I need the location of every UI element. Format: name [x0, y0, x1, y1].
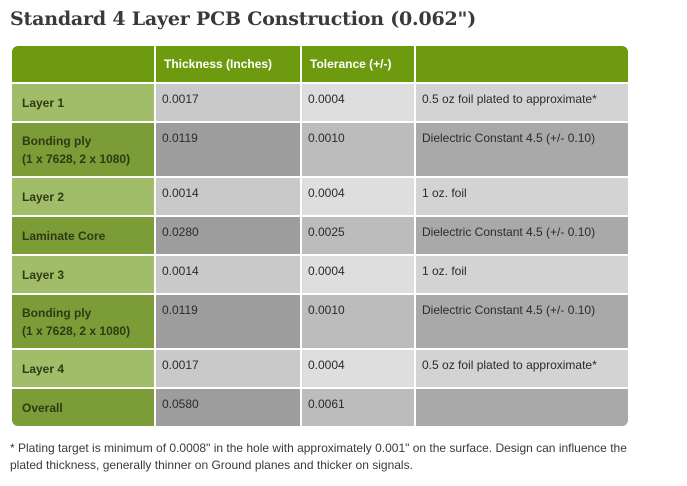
thickness-cell: 0.0119: [156, 295, 300, 348]
table-row: Layer 3 0.0014 0.0004 1 oz. foil: [12, 256, 628, 293]
table-row: Laminate Core 0.0280 0.0025 Dielectric C…: [12, 217, 628, 254]
row-label-text: Layer 4: [22, 361, 65, 376]
thickness-cell: 0.0017: [156, 350, 300, 387]
row-sublabel-text: (1 x 7628, 2 x 1080): [22, 323, 131, 338]
table-row: Layer 1 0.0017 0.0004 0.5 oz foil plated…: [12, 84, 628, 121]
table-row: Bonding ply (1 x 7628, 2 x 1080) 0.0119 0…: [12, 123, 628, 176]
tolerance-cell: 0.0004: [302, 178, 414, 215]
tolerance-cell: 0.0004: [302, 84, 414, 121]
row-sublabel-text: (1 x 7628, 2 x 1080): [22, 151, 131, 166]
row-label-text: Layer 2: [22, 189, 65, 204]
row-label-text: Bonding ply: [22, 133, 92, 148]
header-layer: [12, 46, 154, 82]
page-title: Standard 4 Layer PCB Construction (0.062…: [10, 8, 477, 30]
thickness-cell: 0.0580: [156, 389, 300, 426]
row-label: Layer 1: [12, 84, 154, 121]
note-cell: 0.5 oz foil plated to approximate*: [416, 84, 628, 121]
tolerance-cell: 0.0004: [302, 350, 414, 387]
thickness-cell: 0.0119: [156, 123, 300, 176]
tolerance-cell: 0.0004: [302, 256, 414, 293]
note-cell: 1 oz. foil: [416, 256, 628, 293]
row-label-text: Bonding ply: [22, 305, 92, 320]
thickness-cell: 0.0014: [156, 256, 300, 293]
note-cell: Dielectric Constant 4.5 (+/- 0.10): [416, 217, 628, 254]
table-row: Layer 4 0.0017 0.0004 0.5 oz foil plated…: [12, 350, 628, 387]
footnote: * Plating target is minimum of 0.0008" i…: [10, 441, 627, 472]
row-label: Layer 4: [12, 350, 154, 387]
row-label: Layer 3: [12, 256, 154, 293]
note-cell: 0.5 oz foil plated to approximate*: [416, 350, 628, 387]
header-thickness: Thickness (Inches): [156, 46, 300, 82]
thickness-cell: 0.0017: [156, 84, 300, 121]
tolerance-cell: 0.0010: [302, 123, 414, 176]
row-label-text: Layer 3: [22, 267, 65, 282]
tolerance-cell: 0.0061: [302, 389, 414, 426]
note-cell: Dielectric Constant 4.5 (+/- 0.10): [416, 123, 628, 176]
tolerance-cell: 0.0010: [302, 295, 414, 348]
pcb-construction-table: Thickness (Inches) Tolerance (+/-) Layer…: [10, 44, 630, 428]
row-label: Bonding ply (1 x 7628, 2 x 1080): [12, 295, 154, 348]
row-label: Overall: [12, 389, 154, 426]
table-row: Layer 2 0.0014 0.0004 1 oz. foil: [12, 178, 628, 215]
row-label-text: Layer 1: [22, 95, 65, 110]
table-header-row: Thickness (Inches) Tolerance (+/-): [12, 46, 628, 82]
row-label: Layer 2: [12, 178, 154, 215]
row-label: Laminate Core: [12, 217, 154, 254]
row-label-text: Laminate Core: [22, 228, 106, 243]
row-label: Bonding ply (1 x 7628, 2 x 1080): [12, 123, 154, 176]
note-cell: [416, 389, 628, 426]
tolerance-cell: 0.0025: [302, 217, 414, 254]
header-tolerance: Tolerance (+/-): [302, 46, 414, 82]
note-cell: Dielectric Constant 4.5 (+/- 0.10): [416, 295, 628, 348]
thickness-cell: 0.0014: [156, 178, 300, 215]
thickness-cell: 0.0280: [156, 217, 300, 254]
header-notes: [416, 46, 628, 82]
table-row: Overall 0.0580 0.0061: [12, 389, 628, 426]
row-label-text: Overall: [22, 400, 63, 415]
table-row: Bonding ply (1 x 7628, 2 x 1080) 0.0119 0…: [12, 295, 628, 348]
note-cell: 1 oz. foil: [416, 178, 628, 215]
